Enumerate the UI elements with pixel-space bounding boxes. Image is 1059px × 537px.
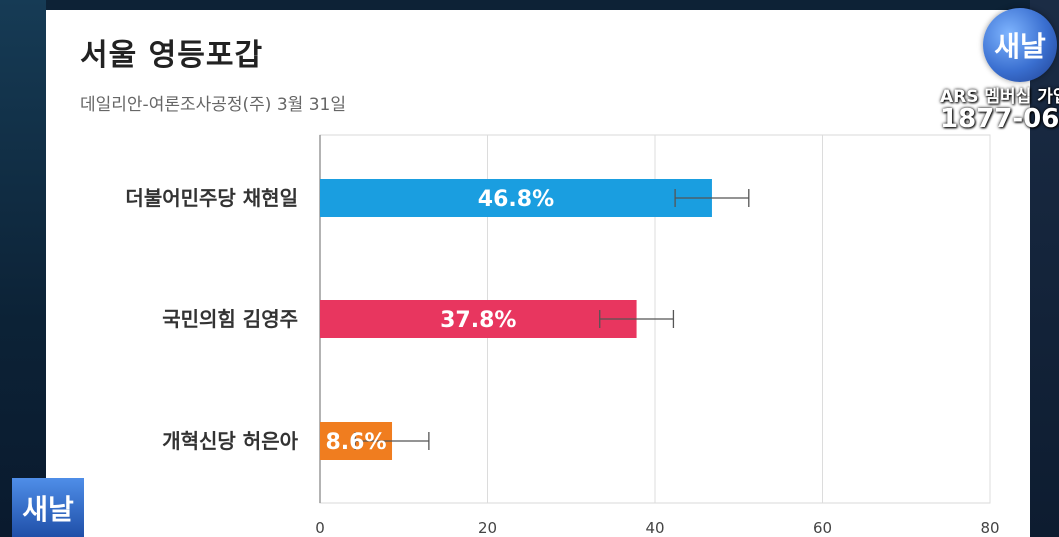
data-label: 37.8% [440, 308, 516, 333]
ars-phone-number: 1877-0629 [940, 104, 1059, 134]
x-tick-label: 40 [645, 519, 664, 537]
category-label: 국민의힘 김영주 [162, 307, 298, 331]
x-tick-label: 20 [478, 519, 497, 537]
data-label: 46.8% [478, 187, 554, 212]
chart-subtitle: 데일리안-여론조사공정(주) 3월 31일 [80, 95, 346, 115]
data-label: 8.6% [326, 430, 387, 455]
category-label: 더불어민주당 채현일 [125, 186, 298, 210]
left-background [0, 0, 46, 537]
x-tick-label: 0 [315, 519, 325, 537]
x-tick-label: 80 [980, 519, 999, 537]
chart-panel [46, 10, 1030, 537]
x-tick-label: 60 [813, 519, 832, 537]
bar [320, 179, 712, 217]
bar [320, 300, 637, 338]
ars-membership-text: ARS 멤버십 가입 [940, 87, 1059, 107]
chart-title: 서울 영등포갑 [80, 38, 264, 73]
right-background [1030, 0, 1059, 537]
broadcaster-logo-bottom: 새날 [12, 478, 84, 537]
broadcaster-logo-top: 새날 [983, 8, 1057, 82]
category-label: 개혁신당 허은아 [162, 429, 298, 453]
top-band [0, 0, 1059, 10]
